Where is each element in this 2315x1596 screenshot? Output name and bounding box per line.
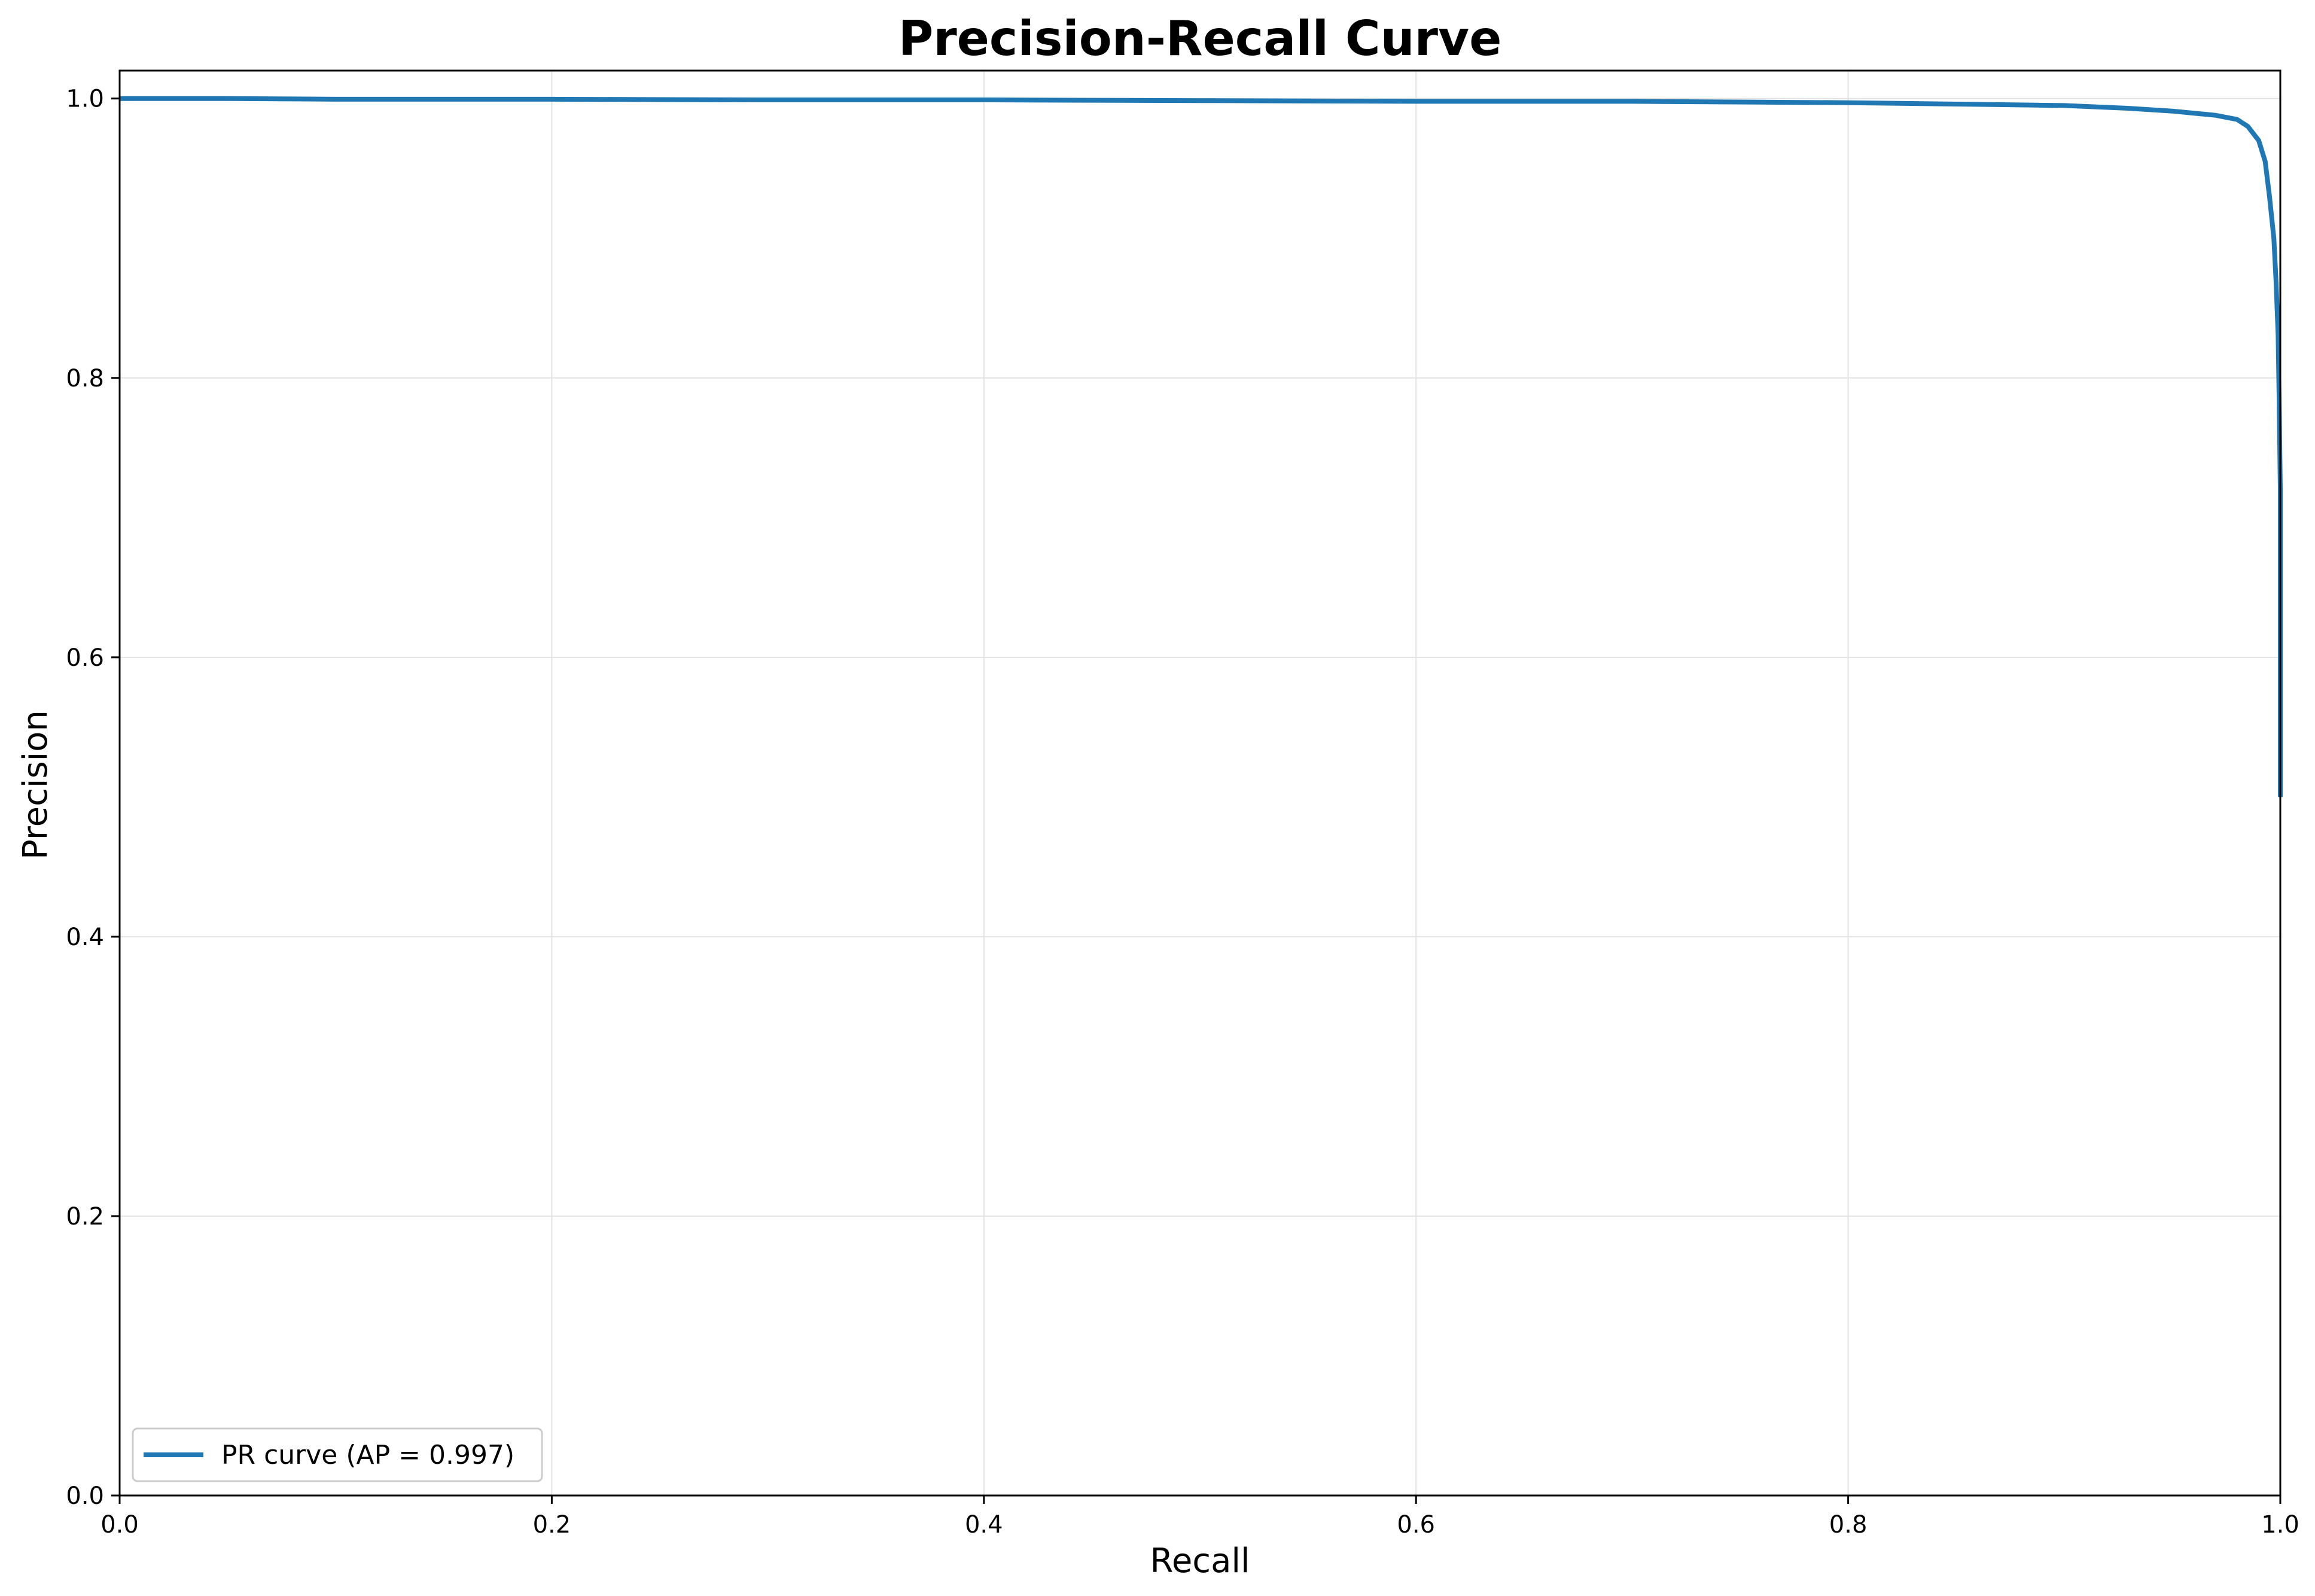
x-tick-label-2: 0.4 <box>965 1511 1003 1539</box>
y-axis-label: Precision <box>16 710 55 860</box>
x-axis-label: Recall <box>1150 1542 1250 1580</box>
x-tick-label-5: 1.0 <box>2261 1511 2299 1539</box>
legend: PR curve (AP = 0.997) <box>132 1427 543 1482</box>
axis-ticks: 0.0 0.2 0.4 0.6 0.8 1.0 0.0 0.2 0.4 0.6 0.8 1.0 <box>66 86 2299 1539</box>
plot-area-frame <box>118 69 2282 1497</box>
x-tick-label-3: 0.6 <box>1397 1511 1435 1539</box>
x-tick-label-0: 0.0 <box>100 1511 139 1539</box>
legend-box <box>132 1427 543 1482</box>
chart-title: Precision-Recall Curve <box>898 11 1502 66</box>
x-tick-label-1: 0.2 <box>533 1511 571 1539</box>
y-tick-label-5: 1.0 <box>66 86 104 113</box>
y-tick-label-3: 0.6 <box>66 644 104 672</box>
y-tick-label-2: 0.4 <box>66 924 104 951</box>
series-line-pr-curve <box>120 96 2283 797</box>
y-tick-label-4: 0.8 <box>66 365 104 392</box>
legend-label-pr-curve: PR curve (AP = 0.997) <box>221 1440 514 1470</box>
x-tick-label-4: 0.8 <box>1829 1511 1868 1539</box>
y-tick-label-0: 0.0 <box>66 1482 104 1510</box>
y-tick-label-1: 0.2 <box>66 1203 104 1230</box>
series-layer <box>120 96 2283 797</box>
